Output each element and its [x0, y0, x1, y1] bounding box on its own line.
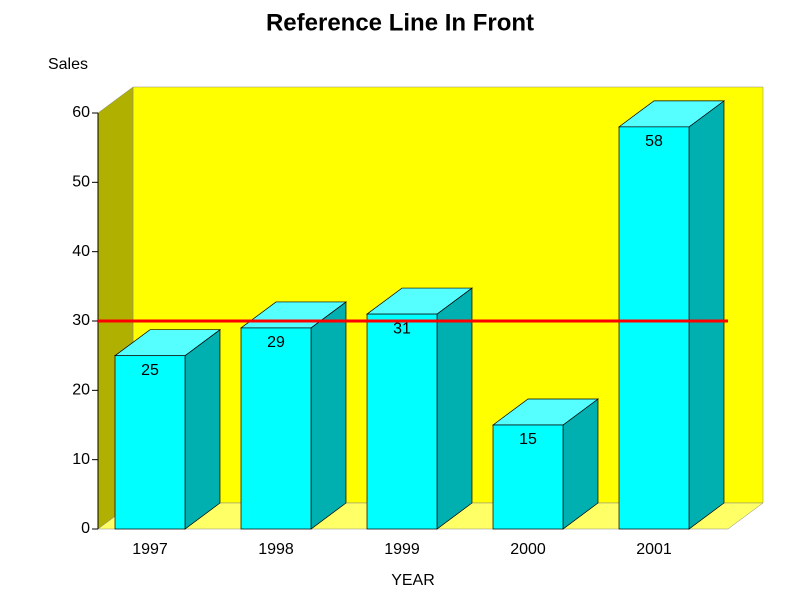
y-tick-label: 60 — [72, 104, 90, 121]
x-tick-label: 2000 — [510, 541, 546, 558]
y-tick-label: 50 — [72, 174, 90, 191]
x-tick-label: 1999 — [384, 541, 420, 558]
y-tick-label: 30 — [72, 312, 90, 329]
x-tick-label: 1997 — [132, 541, 168, 558]
value-label: 31 — [393, 320, 411, 337]
bar-side — [688, 100, 725, 530]
y-tick-label: 20 — [72, 382, 90, 399]
bar — [492, 424, 564, 530]
bar — [240, 327, 312, 530]
bar-side — [436, 287, 473, 530]
value-label: 58 — [645, 133, 663, 150]
x-tick-label: 1998 — [258, 541, 294, 558]
bar — [366, 313, 438, 530]
x-axis-label: YEAR — [391, 572, 435, 589]
value-label: 29 — [267, 334, 285, 351]
value-label: 25 — [141, 362, 159, 379]
bar-side — [310, 301, 347, 530]
bar — [618, 126, 690, 530]
y-axis-label: Sales — [48, 56, 88, 73]
y-tick-label: 10 — [72, 451, 90, 468]
bar-side — [184, 328, 221, 530]
bar — [114, 355, 186, 530]
y-tick-label: 0 — [81, 520, 90, 537]
chart-title: Reference Line In Front — [266, 9, 534, 36]
x-tick-label: 2001 — [636, 541, 672, 558]
value-label: 15 — [519, 431, 537, 448]
y-tick-label: 40 — [72, 243, 90, 260]
